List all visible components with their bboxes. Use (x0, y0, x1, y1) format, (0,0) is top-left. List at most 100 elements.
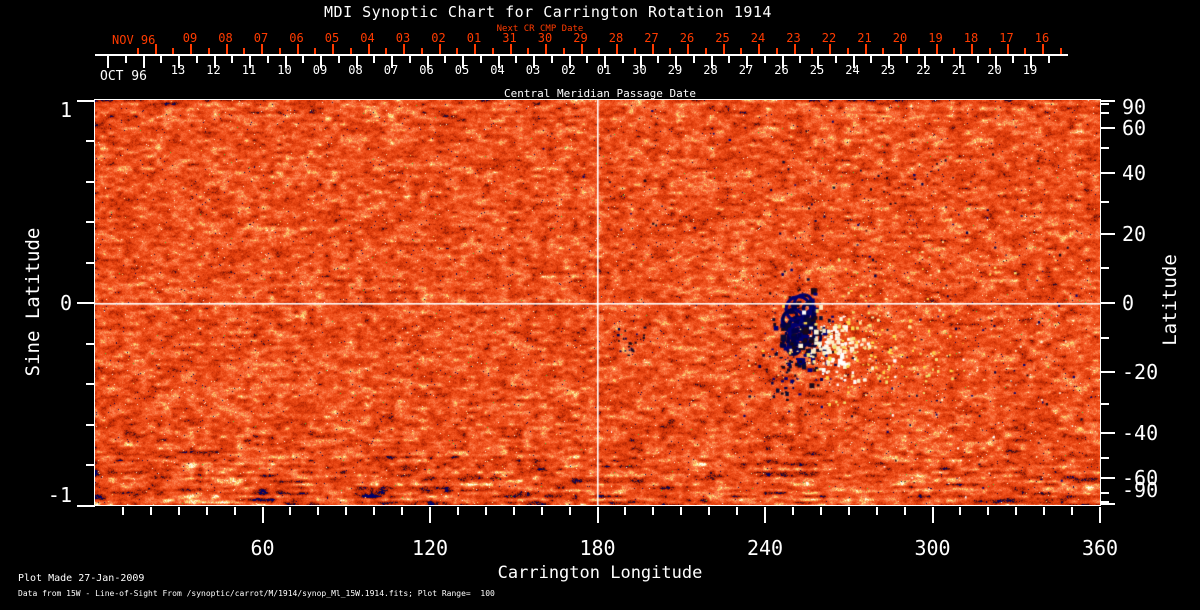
next-cr-date-label: 04 (360, 31, 375, 45)
longitude-tick (205, 507, 208, 515)
cmp-date-tick (124, 56, 127, 63)
latitude-tick (1101, 126, 1115, 129)
next-cr-tick (864, 44, 867, 54)
cmp-date-tick (994, 56, 997, 68)
next-cr-tick (509, 44, 512, 54)
next-cr-date-label: 17 (999, 31, 1014, 45)
cmp-date-tick (320, 56, 322, 68)
longitude-tick (987, 507, 990, 515)
latitude-tick (1101, 200, 1109, 203)
sine-latitude-tick-label: 0 (59, 291, 72, 315)
latitude-tick-label: 20 (1122, 221, 1147, 246)
cmp-date-tick (710, 56, 713, 68)
cmp-date-tick (195, 56, 198, 63)
next-cr-tick (420, 48, 423, 54)
page-title: MDI Synoptic Chart for Carrington Rotati… (324, 3, 772, 21)
cmp-date-tick (799, 56, 802, 63)
cmp-date-tick (870, 56, 873, 63)
sine-latitude-tick (77, 99, 95, 102)
next-cr-tick (1042, 44, 1044, 54)
cmp-date-tick (923, 56, 926, 68)
longitude-tick (764, 507, 766, 523)
next-cr-tick (598, 48, 601, 54)
next-cr-tick (775, 48, 778, 54)
cmp-date-tick (568, 56, 571, 68)
cmp-date-label: 12 (206, 63, 221, 77)
cmp-date-tick (692, 56, 695, 63)
next-cr-tick (261, 44, 263, 54)
next-cr-date-label: 09 (182, 31, 198, 45)
cmp-date-label: 03 (525, 63, 541, 77)
sine-latitude-tick (86, 140, 95, 142)
latitude-tick-label: -60 (1122, 466, 1159, 491)
longitude-tick (1015, 507, 1018, 515)
sine-latitude-tick (86, 342, 95, 345)
latitude-tick (1101, 111, 1109, 114)
cmp-date-tick (621, 56, 624, 63)
next-cr-tick (278, 48, 281, 54)
next-cr-date-label: 28 (608, 31, 624, 45)
cmp-axis-title: Central Meridian Passage Date (503, 87, 697, 100)
next-cr-tick (403, 44, 405, 54)
next-cr-tick (190, 44, 192, 54)
next-cr-tick (722, 44, 725, 54)
cmp-date-tick (107, 56, 109, 68)
cmp-date-tick (444, 56, 447, 63)
cmp-date-label: 05 (454, 63, 470, 77)
cmp-date-label: 26 (774, 63, 789, 77)
cmp-date-tick (479, 56, 482, 63)
longitude-tick (791, 507, 794, 515)
next-cr-date-label: 26 (679, 31, 695, 45)
next-cr-date-label: 03 (395, 31, 411, 45)
next-cr-date-label: 07 (253, 31, 269, 45)
next-cr-date-label: 21 (857, 31, 872, 45)
longitude-tick (233, 507, 236, 515)
cmp-date-label: 22 (916, 63, 931, 77)
cmp-date-label: 10 (277, 63, 292, 77)
longitude-tick (959, 507, 962, 515)
cmp-date-tick (604, 56, 606, 68)
next-cr-tick (1006, 44, 1009, 54)
cmp-date-tick (1030, 56, 1032, 68)
cmp-date-tick (213, 56, 216, 68)
next-cr-tick (545, 44, 547, 54)
cmp-date-tick (266, 56, 269, 63)
longitude-tick (931, 507, 934, 523)
cmp-date-tick (178, 56, 180, 68)
cmp-date-tick (675, 56, 677, 68)
latitude-tick-label: 60 (1122, 115, 1147, 140)
longitude-tick (708, 507, 711, 515)
longitude-tick (624, 507, 627, 515)
cmp-date-tick (1047, 56, 1050, 63)
longitude-tick-label: 240 (746, 536, 784, 560)
longitude-tick (875, 507, 878, 515)
sine-latitude-tick (77, 504, 95, 507)
cmp-date-tick (550, 56, 553, 63)
longitude-tick (456, 507, 459, 515)
cmp-date-tick (941, 56, 944, 63)
cmp-date-axis-line (95, 54, 1068, 56)
next-cr-tick (917, 48, 920, 54)
next-cr-tick (758, 44, 760, 54)
next-cr-tick (438, 44, 441, 54)
next-cr-tick (1059, 48, 1062, 54)
longitude-tick (847, 507, 850, 515)
next-cr-date-label: 27 (644, 31, 659, 45)
cmp-date-tick (497, 56, 500, 68)
latitude-tick (1101, 457, 1109, 460)
cmp-date-tick (834, 56, 837, 63)
latitude-tick-label: -90 (1122, 478, 1159, 502)
cmp-date-tick (905, 56, 908, 63)
cmp-date-label: 19 (1022, 63, 1038, 77)
longitude-tick-label: 180 (579, 536, 616, 560)
next-cr-date-label: 02 (431, 31, 446, 45)
latitude-tick-label: 0 (1122, 291, 1135, 315)
longitude-tick (121, 507, 124, 515)
cmp-date-label: 28 (703, 63, 718, 77)
next-cr-tick (616, 44, 618, 54)
cmp-date-tick (781, 56, 784, 68)
cmp-date-tick (284, 56, 287, 68)
latitude-tick-label: 90 (1122, 95, 1147, 119)
cmp-date-label: 30 (632, 63, 647, 77)
next-cr-tick (740, 48, 743, 54)
